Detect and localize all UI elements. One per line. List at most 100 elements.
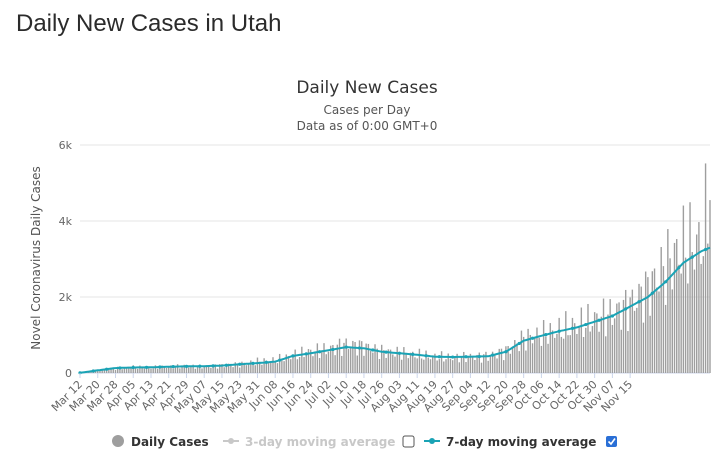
bar-daily-cases — [321, 350, 323, 373]
bar-daily-cases — [529, 334, 532, 373]
bar-daily-cases — [310, 349, 312, 373]
bar-daily-cases — [236, 363, 239, 373]
bar-daily-cases — [272, 357, 274, 373]
bar-daily-cases — [454, 356, 456, 373]
bar-daily-cases — [591, 326, 594, 373]
legend-item-7day-ma[interactable]: 7-day moving average — [424, 435, 596, 449]
bar-daily-cases — [117, 366, 119, 373]
ma7-point — [264, 360, 268, 364]
bar-daily-cases — [622, 299, 625, 373]
bar-daily-cases — [440, 351, 443, 373]
bar-daily-cases — [416, 358, 418, 373]
bar-daily-cases — [403, 347, 405, 373]
ma7-point — [211, 364, 215, 368]
bar-daily-cases — [336, 344, 339, 373]
bar-daily-cases — [354, 342, 356, 373]
bar-daily-cases — [567, 335, 569, 373]
ma7-point — [198, 364, 202, 368]
bar-daily-cases — [407, 358, 410, 373]
bar-daily-cases — [192, 364, 194, 373]
bar-daily-cases — [640, 286, 642, 373]
legend-7day-label: 7-day moving average — [446, 435, 596, 449]
bar-daily-cases — [549, 323, 551, 373]
bar-daily-cases — [631, 289, 634, 373]
bar-daily-cases — [605, 336, 607, 373]
bar-daily-cases — [505, 346, 507, 373]
bar-daily-cases — [119, 368, 121, 373]
bar-daily-cases — [250, 360, 252, 373]
bar-daily-cases — [660, 247, 662, 373]
checkbox-7day-box — [606, 436, 617, 447]
bar-daily-cases — [396, 346, 398, 373]
bar-daily-cases — [130, 368, 132, 373]
ma7-point — [637, 300, 641, 304]
ma7-point — [504, 350, 508, 354]
bar-daily-cases — [465, 362, 467, 373]
bar-daily-cases — [143, 368, 146, 373]
bar-daily-cases — [187, 367, 190, 373]
legend-item-3day-ma[interactable]: 3-day moving average — [223, 435, 395, 449]
checkmark-icon — [607, 438, 616, 446]
bar-daily-cases — [520, 330, 523, 373]
bar-daily-cases — [156, 368, 159, 373]
checkbox-7day-ma[interactable] — [606, 436, 617, 447]
bar-daily-cases — [656, 287, 658, 373]
legend-3day-marker — [228, 438, 234, 444]
bar-daily-cases — [412, 351, 414, 373]
legend-7day-marker — [429, 438, 435, 444]
bar-daily-cases — [576, 333, 578, 373]
bar-daily-cases — [314, 351, 316, 373]
bar-daily-cases — [491, 351, 494, 373]
ma7-point — [677, 265, 681, 270]
bar-daily-cases — [103, 368, 106, 373]
bar-daily-cases — [170, 365, 172, 373]
bar-daily-cases — [449, 358, 452, 373]
bar-daily-cases — [480, 362, 483, 373]
bar-daily-cases — [165, 367, 168, 373]
bar-daily-cases — [256, 357, 259, 373]
bar-daily-cases — [658, 291, 660, 373]
bar-daily-cases — [105, 369, 108, 373]
ma7-point — [411, 352, 415, 356]
bar-daily-cases — [128, 368, 130, 373]
bar-daily-cases — [358, 340, 361, 373]
bar-daily-cases — [498, 348, 500, 373]
legend: Daily Cases 3-day moving average 7-day m… — [112, 435, 617, 449]
bar-daily-cases — [99, 370, 101, 373]
bar-daily-cases — [281, 360, 283, 373]
bar-daily-cases — [633, 310, 636, 373]
bar-daily-cases — [511, 346, 514, 373]
bar-daily-cases — [161, 365, 163, 373]
bar-daily-cases — [374, 344, 376, 373]
bar-daily-cases — [285, 354, 288, 373]
bar-daily-cases — [425, 350, 427, 373]
bar-daily-cases — [154, 365, 157, 373]
bar-daily-cases — [500, 348, 503, 373]
bar-daily-cases — [664, 304, 667, 373]
ma7-point — [384, 350, 388, 354]
bar-daily-cases — [108, 369, 110, 373]
bar-daily-cases — [469, 353, 472, 373]
bar-daily-cases — [185, 366, 188, 373]
bar-daily-cases — [267, 362, 270, 373]
bar-daily-cases — [101, 369, 103, 373]
ma7-point — [171, 365, 175, 369]
checkbox-3day-ma[interactable] — [402, 435, 415, 448]
bar-daily-cases — [460, 357, 463, 373]
ma7-point — [105, 367, 109, 371]
ma7-point — [344, 345, 348, 349]
bar-daily-cases — [489, 355, 492, 373]
bar-daily-cases — [136, 368, 139, 373]
bar-daily-cases — [673, 242, 676, 373]
bar-daily-cases — [647, 277, 649, 373]
bar-daily-cases — [168, 366, 170, 373]
bar-daily-cases — [263, 358, 265, 373]
bar-daily-cases — [234, 362, 236, 373]
bar-daily-cases — [298, 357, 301, 373]
ma7-point — [703, 247, 708, 252]
bar-daily-cases — [598, 331, 600, 373]
legend-item-daily-cases[interactable]: Daily Cases — [112, 435, 209, 449]
bar-daily-cases — [243, 362, 245, 373]
ma7-point — [91, 369, 95, 373]
bar-daily-cases — [181, 366, 183, 373]
